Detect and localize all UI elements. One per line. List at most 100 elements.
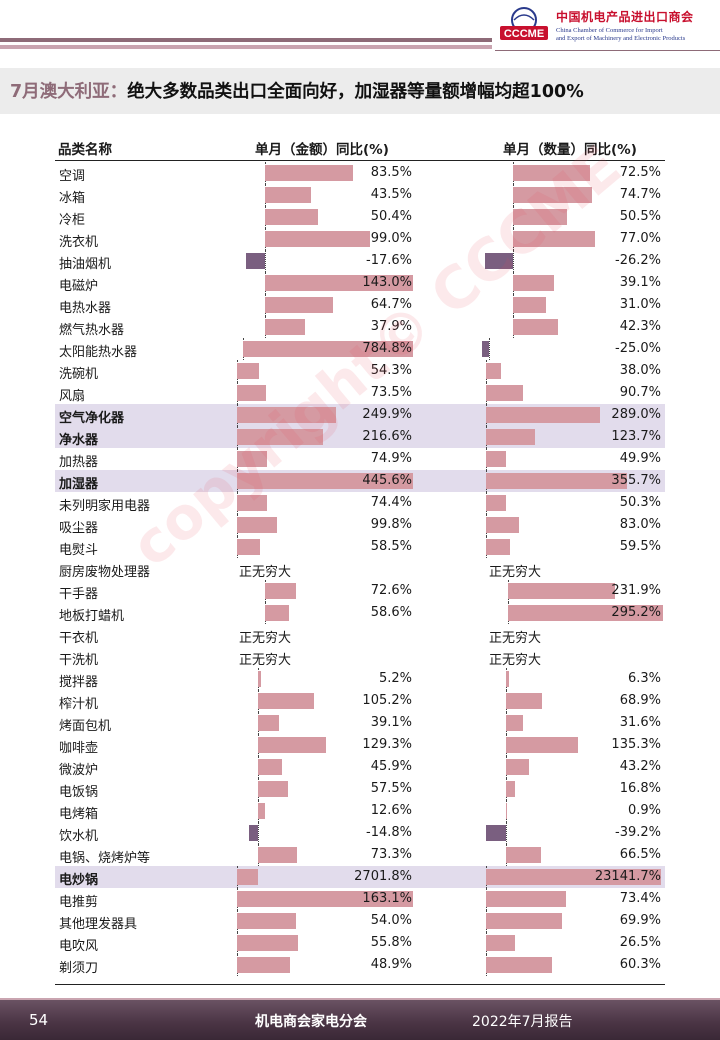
table-row: 净水器 216.6% 123.7% (55, 426, 665, 448)
value-yoy-label: 48.9% (370, 957, 412, 972)
value-yoy-bar (237, 935, 298, 951)
category-name: 加热器 (59, 455, 99, 470)
category-name: 未列明家用电器 (59, 499, 151, 514)
value-yoy-label: 143.0% (362, 275, 412, 290)
header-stripe-light (0, 45, 495, 49)
value-yoy-bar (237, 913, 296, 929)
quantity-yoy-bar (486, 407, 600, 423)
value-yoy-label: 64.7% (370, 297, 412, 312)
quantity-yoy-bar (513, 165, 590, 181)
value-yoy-bar (258, 693, 314, 709)
value-yoy-bar (265, 231, 370, 247)
category-name: 饮水机 (59, 829, 99, 844)
table-row: 电饭锅 57.5% 16.8% (55, 778, 665, 800)
category-name: 榨汁机 (59, 697, 99, 712)
quantity-yoy-bar (506, 781, 515, 797)
value-yoy-axis (258, 822, 259, 844)
quantity-yoy-bar (482, 341, 489, 357)
value-yoy-label: 72.6% (370, 583, 412, 598)
value-yoy-bar (237, 957, 290, 973)
table-row: 剃须刀 48.9% 60.3% (55, 954, 665, 976)
quantity-yoy-bar (513, 187, 592, 203)
value-yoy-bar (237, 363, 259, 379)
value-yoy-bar (265, 275, 413, 291)
value-yoy-bar (258, 715, 279, 731)
value-yoy-label: 784.8% (362, 341, 412, 356)
category-name: 咖啡壶 (59, 741, 99, 756)
category-name: 洗衣机 (59, 235, 99, 250)
quantity-yoy-label: 50.3% (619, 495, 661, 510)
quantity-yoy-label: 26.5% (619, 935, 661, 950)
quantity-yoy-bar (486, 517, 519, 533)
quantity-yoy-label: -26.2% (615, 253, 661, 268)
footer-band (0, 998, 720, 1040)
quantity-yoy-label: 77.0% (619, 231, 661, 246)
value-yoy-bar (237, 539, 260, 555)
category-name: 空气净化器 (59, 411, 125, 426)
value-yoy-text: 正无穷大 (239, 653, 292, 668)
cccme-logo-mark-icon: CCCME (500, 7, 548, 40)
quantity-yoy-label: 31.6% (619, 715, 661, 730)
table-top-rule (55, 160, 665, 161)
value-yoy-label: 54.3% (370, 363, 412, 378)
value-yoy-label: 105.2% (362, 693, 412, 708)
category-name: 电推剪 (59, 895, 99, 910)
category-name: 厨房废物处理器 (59, 565, 151, 580)
quantity-yoy-text: 正无穷大 (489, 653, 542, 668)
table-row: 电推剪 163.1% 73.4% (55, 888, 665, 910)
value-yoy-label: 5.2% (378, 671, 412, 686)
category-name: 微波炉 (59, 763, 99, 778)
value-yoy-bar (258, 759, 282, 775)
value-yoy-label: 54.0% (370, 913, 412, 928)
quantity-yoy-label: 16.8% (619, 781, 661, 796)
page-title: 7月澳大利亚：绝大多数品类出口全面向好，加湿器等量额增幅均超100% (10, 78, 584, 103)
value-yoy-label: 74.9% (370, 451, 412, 466)
category-name: 电磁炉 (59, 279, 99, 294)
category-name: 风扇 (59, 389, 86, 404)
value-yoy-bar (237, 517, 277, 533)
svg-text:CCCME: CCCME (504, 28, 544, 40)
value-yoy-label: 163.1% (362, 891, 412, 906)
value-yoy-bar (243, 341, 413, 357)
quantity-yoy-bar (486, 891, 566, 907)
value-yoy-bar (246, 253, 265, 269)
title-rest: 绝大多数品类出口全面向好，加湿器等量额增幅均超100% (127, 82, 584, 102)
table-row: 咖啡壶 129.3% 135.3% (55, 734, 665, 756)
quantity-yoy-label: 0.9% (627, 803, 661, 818)
table-row: 未列明家用电器 74.4% 50.3% (55, 492, 665, 514)
category-name: 电热水器 (59, 301, 112, 316)
value-yoy-label: 73.3% (370, 847, 412, 862)
quantity-yoy-bar (508, 583, 615, 599)
value-yoy-bar (237, 385, 266, 401)
quantity-yoy-label: 135.3% (611, 737, 661, 752)
quantity-yoy-label: 39.1% (619, 275, 661, 290)
quantity-yoy-label: 69.9% (619, 913, 661, 928)
category-name: 太阳能热水器 (59, 345, 138, 360)
quantity-yoy-bar (486, 429, 535, 445)
quantity-yoy-bar (506, 693, 542, 709)
quantity-yoy-bar (486, 539, 510, 555)
quantity-yoy-bar (486, 935, 515, 951)
quantity-yoy-label: 59.5% (619, 539, 661, 554)
value-yoy-bar (258, 781, 288, 797)
category-name: 燃气热水器 (59, 323, 125, 338)
quantity-yoy-axis (506, 822, 507, 844)
table-row: 搅拌器 5.2% 6.3% (55, 668, 665, 690)
table-row: 干洗机 正无穷大 正无穷大 (55, 646, 665, 668)
value-yoy-bar (237, 451, 267, 467)
quantity-yoy-bar (513, 209, 567, 225)
quantity-yoy-bar (506, 671, 509, 687)
table-row: 其他理发器具 54.0% 69.9% (55, 910, 665, 932)
category-name: 抽油烟机 (59, 257, 112, 272)
table-row: 干衣机 正无穷大 正无穷大 (55, 624, 665, 646)
category-name: 电熨斗 (59, 543, 99, 558)
quantity-yoy-label: 74.7% (619, 187, 661, 202)
table-row: 冷柜 50.4% 50.5% (55, 206, 665, 228)
category-name: 洗碗机 (59, 367, 99, 382)
table-row: 风扇 73.5% 90.7% (55, 382, 665, 404)
table-row: 空气净化器 249.9% 289.0% (55, 404, 665, 426)
value-yoy-bar (258, 847, 297, 863)
quantity-yoy-label: -25.0% (615, 341, 661, 356)
value-yoy-bar (258, 671, 261, 687)
quantity-yoy-bar (508, 605, 663, 621)
